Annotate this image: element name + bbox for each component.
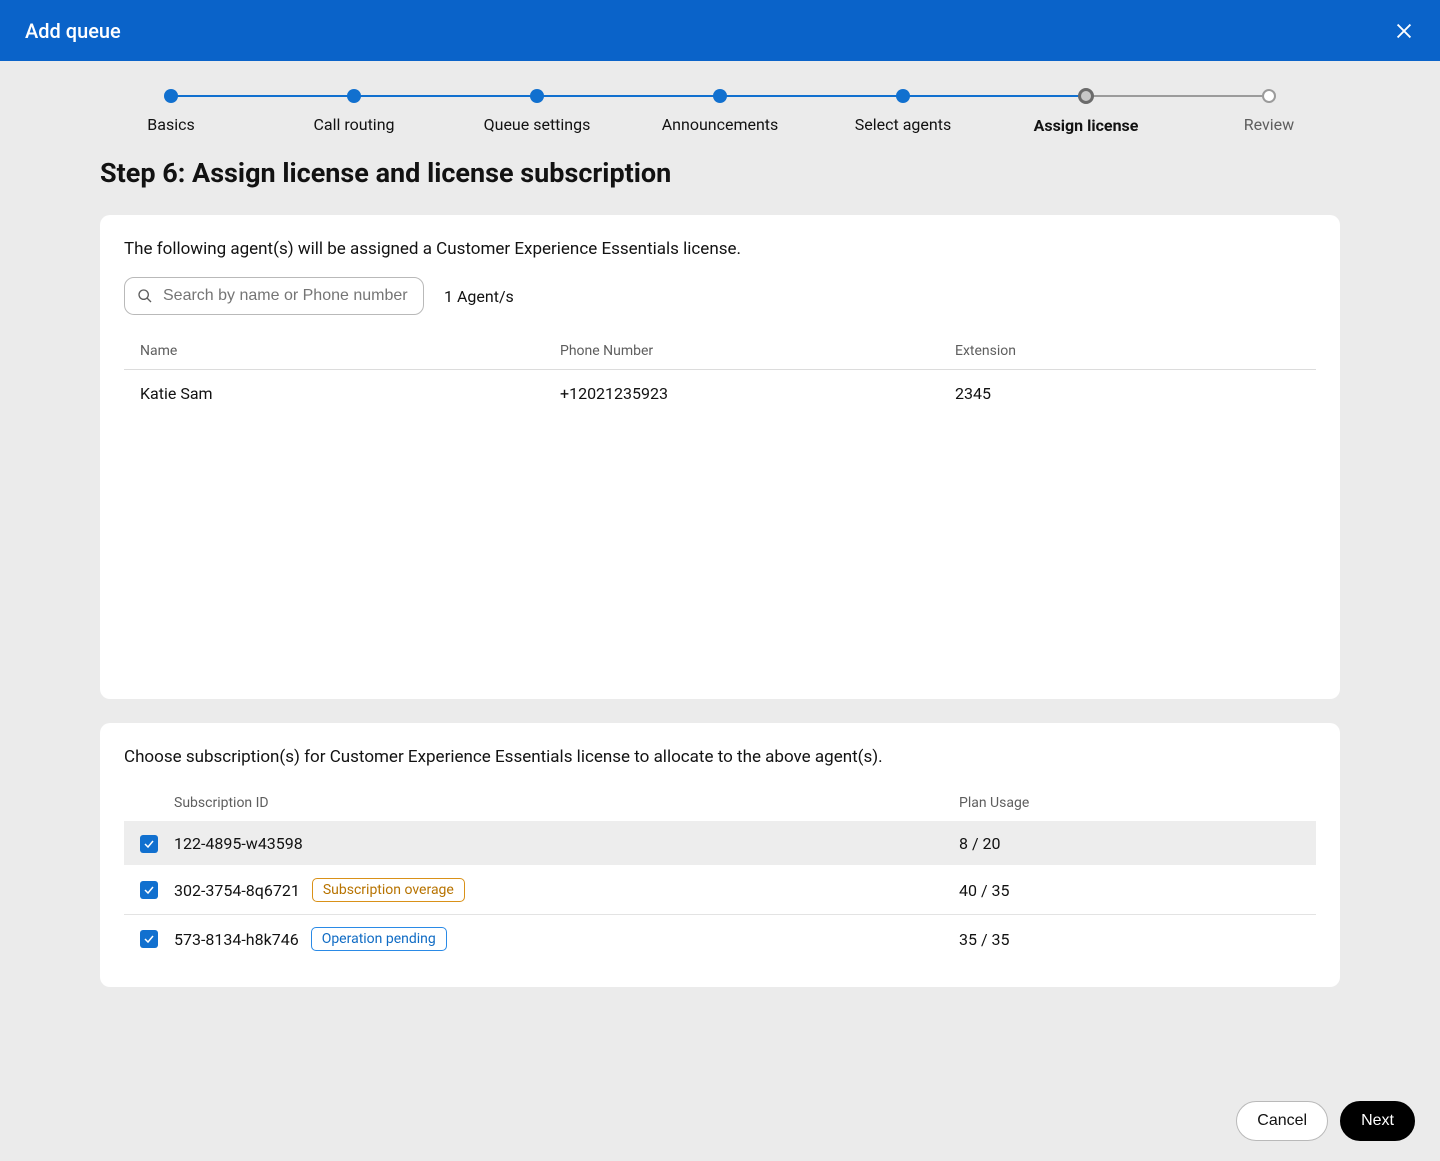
step-connector (903, 95, 1086, 97)
subscription-id: 302-3754-8q6721Subscription overage (174, 878, 959, 902)
step-dot (164, 89, 178, 103)
step-basics[interactable]: Basics (80, 89, 263, 134)
search-row: 1 Agent/s (124, 277, 1316, 315)
step-label: Announcements (662, 115, 779, 134)
status-badge: Subscription overage (312, 878, 465, 902)
agent-count: 1 Agent/s (444, 287, 514, 306)
step-dot (1262, 89, 1276, 103)
check-icon (143, 838, 155, 850)
step-label: Review (1244, 115, 1294, 134)
subscriptions-card: Choose subscription(s) for Customer Expe… (100, 723, 1340, 987)
subscription-row[interactable]: 302-3754-8q6721Subscription overage40 / … (124, 865, 1316, 914)
agents-table-body: Katie Sam+120212359232345 (124, 370, 1316, 417)
wizard-stepper: Basics Call routing Queue settings Announce… (0, 61, 1440, 157)
step-connector (354, 95, 537, 97)
agent-name: Katie Sam (140, 384, 560, 403)
step-connector (720, 95, 903, 97)
col-header-plan-usage: Plan Usage (959, 795, 1300, 811)
search-box[interactable] (124, 277, 424, 315)
subscription-checkbox[interactable] (140, 930, 158, 948)
check-icon (143, 884, 155, 896)
plan-usage: 35 / 35 (959, 930, 1300, 949)
step-connector (1086, 95, 1269, 97)
step-label: Call routing (313, 115, 394, 134)
table-row[interactable]: Katie Sam+120212359232345 (124, 370, 1316, 417)
plan-usage: 40 / 35 (959, 881, 1300, 900)
modal-title: Add queue (25, 19, 121, 43)
close-icon (1393, 20, 1415, 42)
step-dot (896, 89, 910, 103)
cancel-button[interactable]: Cancel (1236, 1101, 1328, 1141)
next-button[interactable]: Next (1340, 1101, 1415, 1141)
step-dot (1078, 88, 1094, 104)
col-header-extension: Extension (955, 343, 1300, 359)
step-connector (171, 95, 354, 97)
col-header-subscription-id: Subscription ID (174, 795, 959, 811)
plan-usage: 8 / 20 (959, 834, 1300, 853)
step-dot (713, 89, 727, 103)
subscriptions-description: Choose subscription(s) for Customer Expe… (124, 747, 1316, 767)
search-input[interactable] (163, 287, 411, 305)
page-title: Step 6: Assign license and license subsc… (100, 157, 1340, 189)
subscription-row[interactable]: 122-4895-w435988 / 20 (124, 821, 1316, 865)
agent-extension: 2345 (955, 384, 1300, 403)
col-header-phone: Phone Number (560, 343, 955, 359)
footer-actions: Cancel Next (1236, 1101, 1415, 1141)
check-icon (143, 933, 155, 945)
step-label: Queue settings (484, 115, 591, 134)
agents-table-header: Name Phone Number Extension (124, 333, 1316, 370)
search-icon (137, 288, 153, 304)
subscriptions-table-body: 122-4895-w435988 / 20302-3754-8q6721Subs… (124, 821, 1316, 963)
agents-card: The following agent(s) will be assigned … (100, 215, 1340, 699)
subscription-id: 122-4895-w43598 (174, 834, 959, 853)
subscriptions-table-header: Subscription ID Plan Usage (124, 785, 1316, 821)
agents-description: The following agent(s) will be assigned … (124, 239, 1316, 259)
subscription-row[interactable]: 573-8134-h8k746Operation pending35 / 35 (124, 914, 1316, 963)
status-badge: Operation pending (311, 927, 447, 951)
step-connector (537, 95, 720, 97)
subscription-checkbox[interactable] (140, 835, 158, 853)
subscription-id: 573-8134-h8k746Operation pending (174, 927, 959, 951)
modal-header: Add queue (0, 0, 1440, 61)
step-dot (347, 89, 361, 103)
agent-phone: +12021235923 (560, 384, 955, 403)
close-button[interactable] (1393, 20, 1415, 42)
step-label: Select agents (855, 115, 951, 134)
step-label: Assign license (1034, 116, 1139, 135)
step-label: Basics (147, 115, 194, 134)
col-header-name: Name (140, 343, 560, 359)
subscription-checkbox[interactable] (140, 881, 158, 899)
step-dot (530, 89, 544, 103)
